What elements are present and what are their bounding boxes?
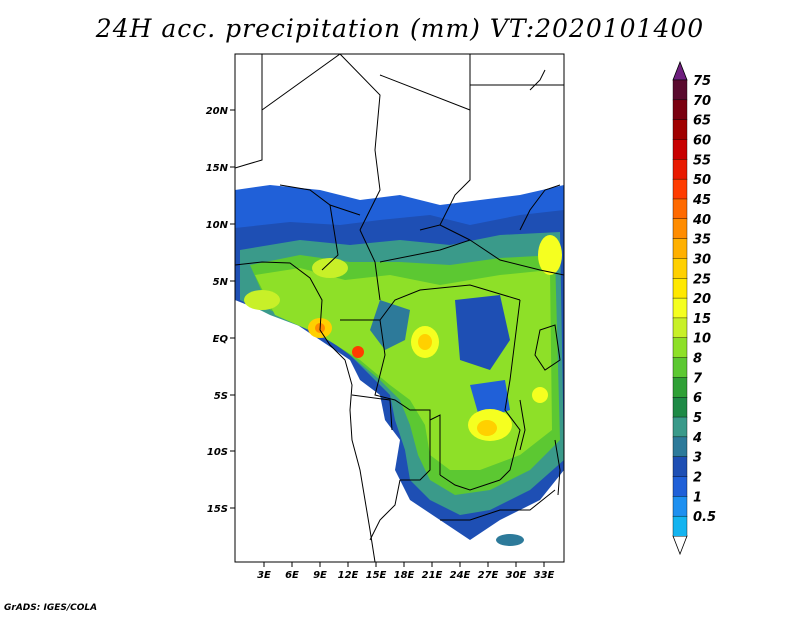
colorbar-swatch [672, 238, 688, 259]
colorbar-swatch [672, 397, 688, 418]
colorbar-label: 7 [693, 371, 703, 386]
colorbar-label: 0.5 [693, 510, 716, 525]
colorbar-label: 30 [693, 252, 711, 267]
colorbar-swatch [672, 337, 688, 359]
lat-label: 15N [206, 163, 229, 174]
latitude-axis: 20N 15N 10N 5N EQ 5S 10S 15S [206, 106, 235, 515]
lon-label: 30E [506, 570, 527, 581]
credit-text: GrADS: IGES/COLA [4, 603, 98, 613]
colorbar-label: 1 [693, 490, 702, 505]
colorbar-top-arrow [672, 60, 688, 81]
lat-label: 5N [213, 277, 229, 288]
colorbar-label: 70 [693, 94, 711, 109]
colorbar-swatch [672, 317, 688, 339]
colorbar-label: 5 [693, 411, 702, 426]
colorbar-label: 6 [693, 391, 702, 406]
chart-title: 24H acc. precipitation (mm) VT:202010140… [95, 14, 705, 43]
lat-label: 15S [207, 504, 228, 515]
colorbar-label: 3 [693, 451, 702, 466]
lon-label: 3E [257, 570, 271, 581]
lon-label: 21E [422, 570, 443, 581]
lon-label: 12E [338, 570, 359, 581]
colorbar-swatch [672, 496, 688, 517]
colorbar-bottom-arrow [672, 535, 688, 556]
colorbar-label: 2 [693, 471, 702, 486]
colorbar-label: 15 [693, 312, 711, 327]
lon-label: 6E [285, 570, 299, 581]
colorbar-swatch [672, 139, 688, 160]
colorbar-swatch [672, 436, 688, 458]
colorbar-swatch [672, 159, 688, 180]
colorbar-label: 35 [693, 233, 711, 248]
colorbar-swatch [672, 178, 688, 200]
colorbar-label: 60 [693, 133, 711, 148]
colorbar-swatch [672, 416, 688, 438]
colorbar-swatch [672, 297, 688, 319]
colorbar-swatch [672, 377, 688, 398]
colorbar-swatch [672, 218, 688, 240]
colorbar-label: 4 [692, 431, 702, 446]
colorbar-swatch [672, 515, 688, 537]
longitude-axis: 3E 6E 9E 12E 15E 18E 21E 24E 27E 30E 33E [257, 562, 555, 581]
colorbar-label: 55 [693, 153, 711, 168]
lon-label: 27E [478, 570, 499, 581]
lat-label: 10S [207, 447, 228, 458]
colorbar-swatch [672, 99, 688, 121]
colorbar-label: 25 [693, 272, 711, 287]
lon-label: 9E [313, 570, 327, 581]
lon-label: 33E [534, 570, 555, 581]
colorbar-swatch [672, 456, 688, 478]
colorbar-label: 8 [693, 352, 702, 367]
country-borders [235, 54, 564, 562]
colorbar-swatch [672, 119, 688, 140]
colorbar-label: 65 [693, 114, 711, 129]
colorbar-swatch [672, 79, 688, 101]
lat-label: EQ [213, 334, 229, 345]
lon-label: 18E [394, 570, 415, 581]
colorbar-swatch [672, 357, 688, 378]
lon-label: 24E [450, 570, 471, 581]
precip-field [235, 185, 564, 546]
colorbar-label: 10 [693, 332, 711, 347]
colorbar-label: 20 [693, 292, 711, 307]
lat-label: 10N [206, 220, 229, 231]
colorbar-label: 50 [693, 173, 711, 188]
lat-label: 5S [214, 391, 228, 402]
colorbar-swatch [672, 476, 688, 497]
lon-label: 15E [366, 570, 387, 581]
colorbar-label: 40 [692, 213, 711, 228]
colorbar-label: 45 [692, 193, 711, 208]
colorbar-swatch [672, 258, 688, 279]
map-frame [234, 53, 565, 563]
lat-label: 20N [206, 106, 229, 117]
colorbar-swatch [672, 278, 688, 299]
colorbar-swatch [672, 198, 688, 220]
colorbar-label: 75 [693, 74, 711, 89]
